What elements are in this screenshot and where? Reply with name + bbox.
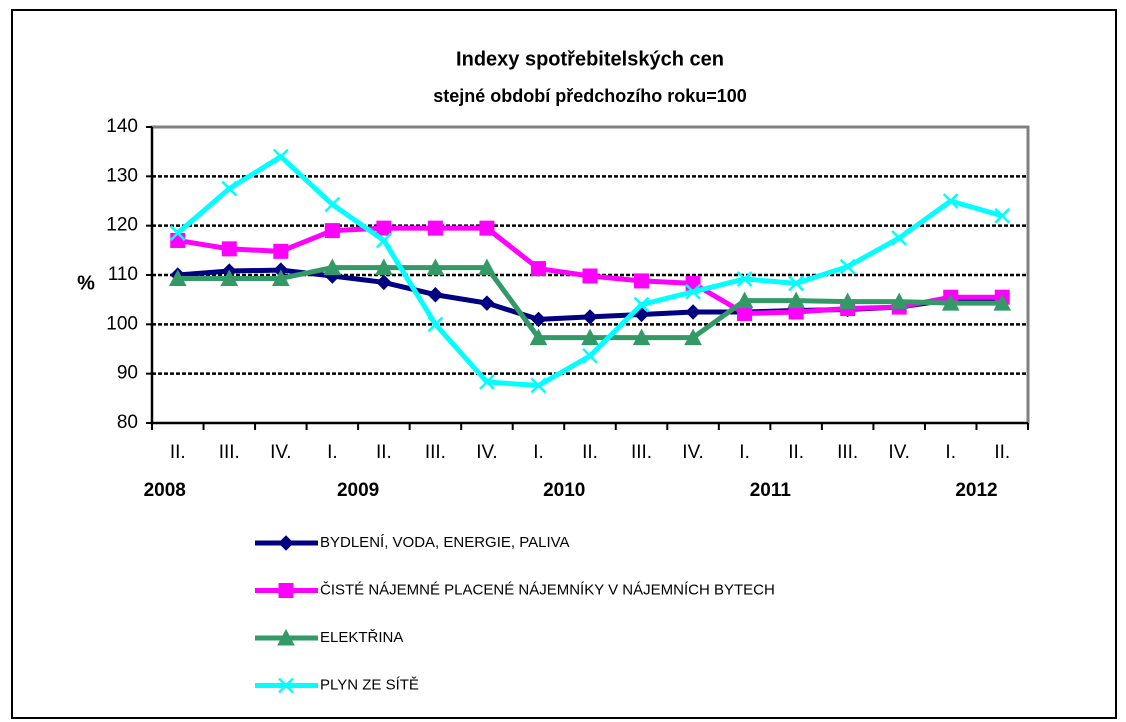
x-tick-label: III. (631, 442, 652, 463)
x-tick-label: II. (170, 442, 186, 463)
y-tick-label: 110 (108, 264, 138, 285)
y-tick-label: 100 (106, 313, 138, 334)
series (169, 148, 1011, 394)
marker (479, 374, 495, 390)
legend-label: ČISTÉ NÁJEMNÉ PLACENÉ NÁJEMNÍKY V NÁJEMN… (320, 581, 775, 598)
marker (735, 291, 754, 309)
x-tick-label: IV. (888, 442, 910, 463)
y-axis-label: % (77, 272, 95, 294)
year-label: 2012 (955, 480, 997, 501)
marker (271, 269, 290, 286)
marker (529, 328, 548, 346)
x-tick-label: II. (376, 442, 392, 463)
marker (375, 258, 393, 276)
marker (941, 294, 960, 311)
marker (272, 148, 289, 165)
legend-marker (278, 677, 294, 694)
legend-marker (277, 628, 295, 646)
x-tick-label: I. (945, 442, 956, 463)
legend-marker (278, 535, 294, 551)
marker (839, 258, 856, 275)
chart-title: Indexy spotřebitelských cen (456, 48, 724, 70)
marker (376, 220, 392, 236)
marker (838, 292, 857, 310)
y-tick-label: 140 (106, 116, 138, 137)
x-tick-label: III. (837, 442, 858, 463)
y-tick-label: 80 (117, 412, 138, 433)
marker (169, 225, 186, 241)
marker (633, 296, 650, 313)
marker (323, 258, 342, 276)
marker (530, 377, 547, 394)
y-tick-label: 90 (117, 363, 138, 384)
marker (221, 241, 237, 257)
marker (632, 328, 651, 346)
x-tick-label: IV. (270, 442, 292, 463)
marker (993, 294, 1012, 311)
x-tick-label: II. (582, 442, 598, 463)
x-tick-label: IV. (682, 442, 704, 463)
year-label: 2011 (750, 480, 792, 501)
marker (530, 311, 547, 328)
x-tick-label: III. (219, 442, 240, 463)
marker (582, 309, 598, 325)
x-tick-label: IV. (476, 442, 498, 463)
legend-label: ELEKTŘINA (320, 629, 403, 646)
legend-label: PLYN ZE SÍTĚ (320, 676, 419, 693)
legend-label: BYDLENÍ, VODA, ENERGIE, PALIVA (320, 534, 570, 551)
marker (890, 292, 909, 310)
marker (324, 196, 341, 213)
marker (168, 269, 187, 286)
marker (685, 283, 701, 300)
x-tick-label: I. (739, 442, 750, 463)
marker (685, 304, 701, 320)
x-tick-label: I. (533, 442, 544, 463)
year-label: 2009 (337, 480, 379, 501)
marker (737, 305, 753, 321)
marker (478, 258, 496, 276)
y-tick-label: 130 (106, 165, 138, 186)
marker (530, 261, 546, 277)
x-tick-label: III. (425, 442, 446, 463)
marker (375, 232, 392, 249)
marker (582, 348, 598, 364)
marker (427, 220, 443, 236)
marker (220, 269, 239, 286)
x-tick-label: II. (788, 442, 804, 463)
marker (376, 274, 392, 291)
legend-marker (278, 583, 294, 598)
x-tick-label: I. (327, 442, 338, 463)
chart-subtitle: stejné období předchozího roku=100 (433, 86, 747, 106)
marker (479, 295, 495, 311)
marker (479, 220, 495, 236)
y-tick-label: 120 (106, 215, 138, 236)
marker (427, 287, 444, 303)
marker (994, 207, 1011, 224)
series (168, 258, 1012, 346)
marker (427, 316, 444, 333)
marker (273, 243, 289, 259)
marker (736, 271, 753, 287)
marker (787, 291, 805, 309)
marker (170, 232, 186, 248)
marker (324, 223, 340, 239)
year-label: 2008 (144, 480, 186, 501)
year-label: 2010 (543, 480, 585, 501)
marker (634, 273, 650, 289)
marker (942, 193, 959, 209)
marker (582, 268, 598, 284)
marker (788, 275, 805, 292)
marker (684, 328, 702, 346)
marker (221, 180, 238, 197)
marker (891, 230, 908, 246)
marker (426, 258, 445, 276)
x-tick-label: II. (994, 442, 1010, 463)
marker (581, 328, 599, 346)
